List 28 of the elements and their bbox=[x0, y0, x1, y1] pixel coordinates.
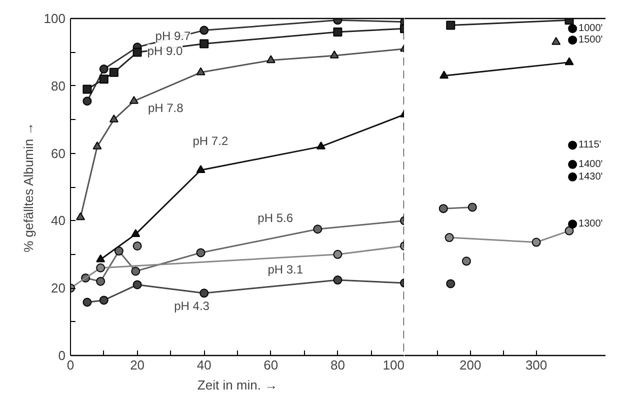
x-tick-label: 300 bbox=[525, 358, 548, 372]
series-label: pH 7.2 bbox=[192, 134, 228, 148]
y-tick-label: 40 bbox=[51, 213, 66, 228]
x-tick-label: 80 bbox=[330, 358, 345, 372]
x-tick-label: 200 bbox=[460, 358, 482, 372]
y-tick-label: 20 bbox=[51, 280, 66, 296]
x-tick-label: 100 bbox=[382, 358, 405, 372]
annotation: 1500' bbox=[578, 34, 603, 46]
y-tick-label: 80 bbox=[51, 78, 66, 94]
series-label: pH 4.3 bbox=[174, 299, 210, 314]
annotation: 1115' bbox=[578, 140, 602, 151]
series-label: pH 7.8 bbox=[148, 101, 184, 116]
x-tick-label: 60 bbox=[264, 358, 278, 372]
series-label: pH 9.0 bbox=[147, 44, 183, 58]
series-label: pH 9.7 bbox=[155, 29, 191, 44]
x-tick-label: 20 bbox=[130, 358, 145, 372]
y-tick-label: 0 bbox=[58, 348, 66, 363]
annotation: 1400' bbox=[578, 158, 603, 170]
y-tick-label: 100 bbox=[44, 11, 66, 26]
y-axis-title: % gefälltes Albumin → bbox=[20, 122, 36, 252]
series-label: pH 5.6 bbox=[258, 211, 294, 226]
annotation: 1300' bbox=[578, 218, 603, 230]
annotation: 1000' bbox=[578, 23, 603, 34]
y-tick-label: 60 bbox=[51, 146, 66, 161]
annotation: 1430' bbox=[578, 171, 603, 182]
x-axis-title: Zeit in min. → bbox=[197, 378, 278, 392]
x-tick-label: 40 bbox=[196, 358, 212, 372]
series-label: pH 3.1 bbox=[268, 262, 304, 276]
